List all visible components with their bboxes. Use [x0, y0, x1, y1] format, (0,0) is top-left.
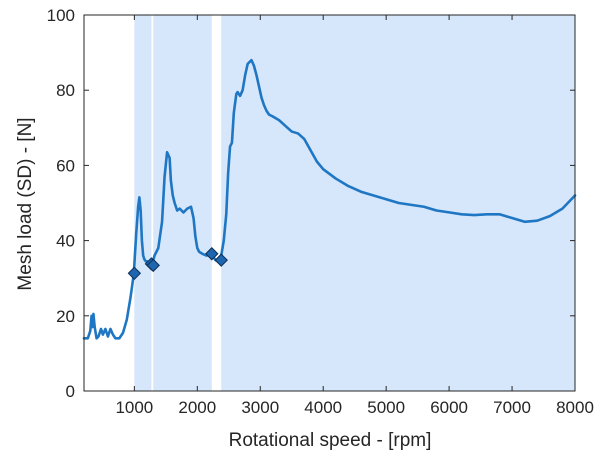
x-tick-label: 4000	[304, 398, 342, 417]
y-tick-label: 100	[47, 6, 75, 25]
markers-layer	[127, 247, 228, 281]
x-tick-label: 5000	[367, 398, 405, 417]
diamond-marker-3	[146, 258, 160, 273]
y-tick-label: 80	[56, 81, 75, 100]
x-tick-label: 2000	[178, 398, 216, 417]
x-tick-label: 8000	[556, 398, 594, 417]
y-axis-label: Mesh load (SD) - [N]	[15, 117, 36, 290]
shaded-regions	[134, 15, 575, 391]
diamond-marker-5	[214, 253, 228, 267]
x-tick-label: 3000	[241, 398, 279, 417]
y-tick-label: 60	[56, 156, 75, 175]
diamond-marker-1	[127, 266, 142, 281]
diamond-marker-4	[205, 247, 219, 261]
y-tick-label: 40	[56, 232, 75, 251]
y-tick-label: 20	[56, 307, 75, 326]
x-axis-label: Rotational speed - [rpm]	[229, 430, 432, 451]
x-tick-label: 7000	[493, 398, 531, 417]
y-tick-label: 0	[66, 382, 75, 401]
axes: 1000 2000 3000 4000 5000 6000 7000 8000 0 20 40 60 8…	[47, 6, 594, 417]
shaded-region-1	[134, 15, 152, 391]
x-tick-label: 6000	[430, 398, 468, 417]
plot-frame	[83, 14, 576, 392]
x-tick-label: 1000	[115, 398, 153, 417]
